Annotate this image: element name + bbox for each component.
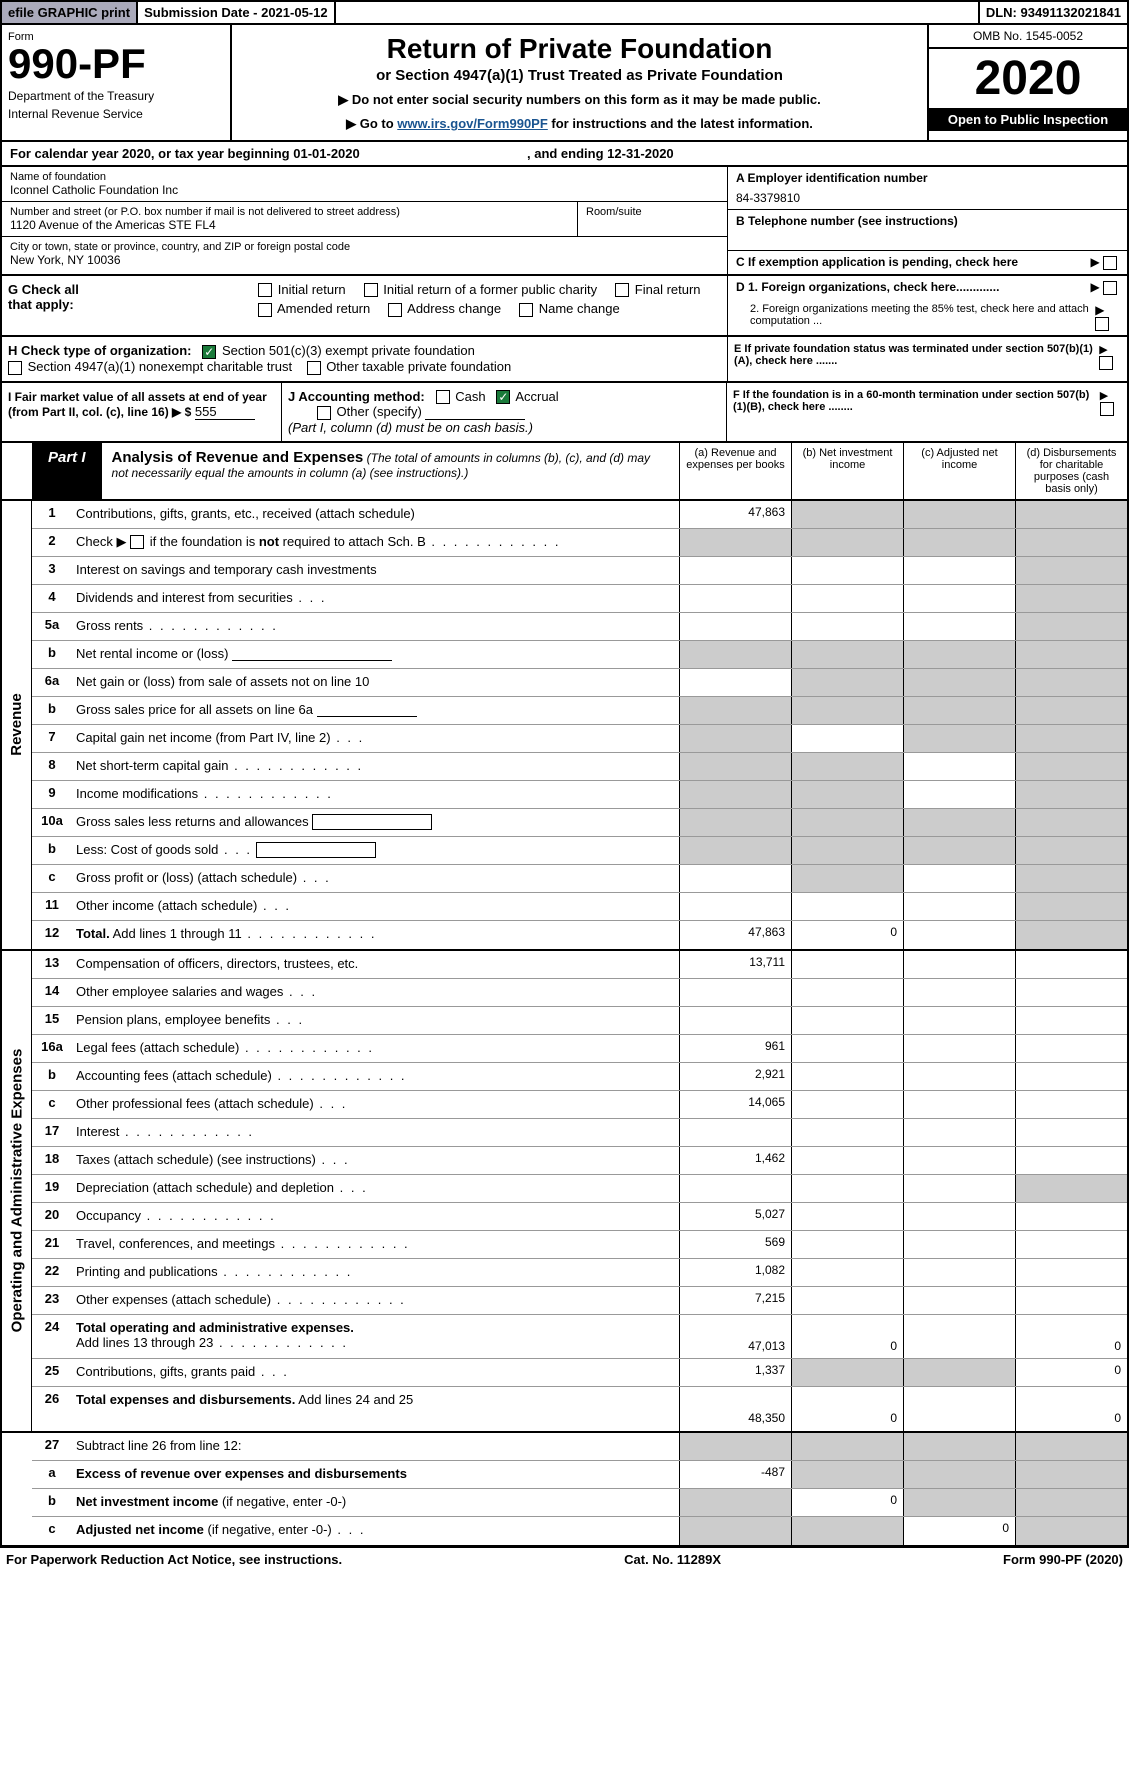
line27c-c: 0 [903, 1517, 1015, 1545]
part1-badge: Part I [32, 443, 102, 499]
dept-treasury: Department of the Treasury [8, 89, 224, 103]
line20-a: 5,027 [679, 1203, 791, 1230]
other-method-checkbox[interactable] [317, 406, 331, 420]
cash-checkbox[interactable] [436, 390, 450, 404]
line23-a: 7,215 [679, 1287, 791, 1314]
dln-label: DLN: 93491132021841 [980, 2, 1127, 23]
page-footer: For Paperwork Reduction Act Notice, see … [0, 1547, 1129, 1571]
goto-note: ▶ Go to www.irs.gov/Form990PF for instru… [240, 116, 919, 132]
j-label: J Accounting method: [288, 389, 425, 404]
calendar-year-row: For calendar year 2020, or tax year begi… [0, 142, 1129, 167]
4947-checkbox[interactable] [8, 361, 22, 375]
city: New York, NY 10036 [10, 253, 719, 267]
footer-center: Cat. No. 11289X [624, 1552, 721, 1567]
e-checkbox[interactable] [1099, 356, 1113, 370]
line24-a: 47,013 [679, 1315, 791, 1358]
revenue-side-label: Revenue [2, 501, 32, 949]
footer-left: For Paperwork Reduction Act Notice, see … [6, 1552, 342, 1567]
line12-a: 47,863 [679, 921, 791, 949]
d2-label: 2. Foreign organizations meeting the 85%… [736, 303, 1095, 332]
line26-b: 0 [791, 1387, 903, 1431]
form-number: 990-PF [8, 43, 224, 85]
address-change-checkbox[interactable] [388, 303, 402, 317]
line24-d: 0 [1015, 1315, 1127, 1358]
h-label: H Check type of organization: [8, 343, 191, 358]
d1-label: D 1. Foreign organizations, check here..… [736, 280, 999, 295]
line27a-a: -487 [679, 1461, 791, 1488]
f-checkbox[interactable] [1100, 402, 1114, 416]
city-label: City or town, state or province, country… [10, 241, 719, 253]
revenue-table: Revenue 1Contributions, gifts, grants, e… [0, 501, 1129, 951]
line26-d: 0 [1015, 1387, 1127, 1431]
i-value: 555 [195, 404, 255, 420]
name-change-checkbox[interactable] [519, 303, 533, 317]
col-a-header: (a) Revenue and expenses per books [679, 443, 791, 499]
form-header: Form 990-PF Department of the Treasury I… [0, 25, 1129, 142]
initial-former-checkbox[interactable] [364, 283, 378, 297]
submission-date: Submission Date - 2021-05-12 [138, 2, 336, 23]
other-taxable-checkbox[interactable] [307, 361, 321, 375]
foundation-name: Iconnel Catholic Foundation Inc [10, 183, 719, 197]
line18-a: 1,462 [679, 1147, 791, 1174]
line22-a: 1,082 [679, 1259, 791, 1286]
h-section: H Check type of organization: Section 50… [0, 337, 1129, 382]
expenses-table: Operating and Administrative Expenses 13… [0, 951, 1129, 1433]
initial-return-checkbox[interactable] [258, 283, 272, 297]
form-subtitle: or Section 4947(a)(1) Trust Treated as P… [240, 67, 919, 84]
line12-b: 0 [791, 921, 903, 949]
omb-number: OMB No. 1545-0052 [929, 25, 1127, 49]
d1-checkbox[interactable] [1103, 281, 1117, 295]
address-label: Number and street (or P.O. box number if… [10, 206, 569, 218]
ein-value: 84-3379810 [736, 191, 1119, 205]
line25-d: 0 [1015, 1359, 1127, 1386]
g-section: G Check all that apply: Initial return I… [0, 276, 1129, 338]
line1-a: 47,863 [679, 501, 791, 528]
expenses-side-label: Operating and Administrative Expenses [2, 951, 32, 1431]
efile-label: efile GRAPHIC print [2, 2, 138, 23]
irs-label: Internal Revenue Service [8, 107, 224, 121]
footer-right: Form 990-PF (2020) [1003, 1552, 1123, 1567]
ij-section: I Fair market value of all assets at end… [0, 383, 1129, 443]
501c3-checkbox[interactable] [202, 345, 216, 359]
line13-a: 13,711 [679, 951, 791, 978]
f-label: F If the foundation is in a 60-month ter… [733, 389, 1100, 435]
line27b-b: 0 [791, 1489, 903, 1516]
j-note: (Part I, column (d) must be on cash basi… [288, 420, 533, 435]
col-b-header: (b) Net investment income [791, 443, 903, 499]
col-d-header: (d) Disbursements for charitable purpose… [1015, 443, 1127, 499]
g-label: G Check all that apply: [8, 282, 98, 317]
ssn-note: ▶ Do not enter social security numbers o… [240, 92, 919, 108]
info-block: Name of foundationIconnel Catholic Found… [0, 167, 1129, 276]
e-label: E If private foundation status was termi… [734, 343, 1099, 374]
summary-table: 27Subtract line 26 from line 12: aExcess… [0, 1433, 1129, 1547]
line24-b: 0 [791, 1315, 903, 1358]
name-label: Name of foundation [10, 171, 719, 183]
line25-a: 1,337 [679, 1359, 791, 1386]
exemption-label: C If exemption application is pending, c… [736, 255, 1018, 269]
phone-label: B Telephone number (see instructions) [736, 214, 1119, 228]
col-c-header: (c) Adjusted net income [903, 443, 1015, 499]
line16a-a: 961 [679, 1035, 791, 1062]
form-title: Return of Private Foundation [240, 33, 919, 65]
line16c-a: 14,065 [679, 1091, 791, 1118]
d2-checkbox[interactable] [1095, 317, 1109, 331]
schb-checkbox[interactable] [130, 535, 144, 549]
exemption-checkbox[interactable] [1103, 256, 1117, 270]
irs-link[interactable]: www.irs.gov/Form990PF [397, 116, 548, 131]
room-label: Room/suite [586, 206, 719, 218]
inspection-label: Open to Public Inspection [929, 108, 1127, 131]
address: 1120 Avenue of the Americas STE FL4 [10, 218, 569, 232]
amended-return-checkbox[interactable] [258, 303, 272, 317]
line16b-a: 2,921 [679, 1063, 791, 1090]
line21-a: 569 [679, 1231, 791, 1258]
accrual-checkbox[interactable] [496, 390, 510, 404]
final-return-checkbox[interactable] [615, 283, 629, 297]
part1-header: Part I Analysis of Revenue and Expenses … [0, 443, 1129, 501]
line26-a: 48,350 [679, 1387, 791, 1431]
ein-label: A Employer identification number [736, 171, 1119, 185]
top-bar: efile GRAPHIC print Submission Date - 20… [0, 0, 1129, 25]
tax-year: 2020 [929, 49, 1127, 108]
